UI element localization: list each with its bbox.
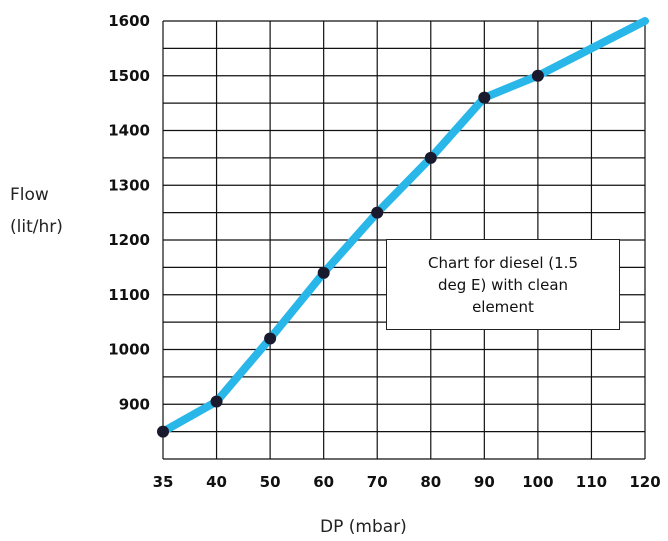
x-tick-label: 110 bbox=[576, 473, 607, 491]
y-tick-label: 1300 bbox=[108, 176, 150, 194]
y-tick-label: 1100 bbox=[108, 286, 150, 304]
x-tick-labels: 35 40 50 60 70 80 90 100 110 120 bbox=[153, 473, 661, 491]
x-tick-label: 120 bbox=[629, 473, 660, 491]
series-layer bbox=[159, 17, 649, 436]
y-tick-label: 1600 bbox=[108, 12, 150, 30]
x-axis-label: DP (mbar) bbox=[320, 517, 407, 537]
x-tick-label: 90 bbox=[474, 473, 495, 491]
annotation-text: Chart for diesel (1.5 deg E) with clean … bbox=[428, 253, 578, 316]
data-point bbox=[157, 425, 169, 438]
x-tick-label: 40 bbox=[206, 473, 227, 491]
data-point bbox=[424, 151, 437, 164]
marker-layer bbox=[157, 69, 544, 438]
x-tick-label: 100 bbox=[522, 473, 553, 491]
x-tick-label: 60 bbox=[313, 473, 334, 491]
x-tick-label: 50 bbox=[260, 473, 281, 491]
data-point bbox=[264, 332, 277, 345]
y-tick-label: 900 bbox=[119, 395, 150, 413]
data-point bbox=[210, 395, 223, 408]
x-tick-label: 35 bbox=[153, 473, 174, 491]
y-tick-label: 1400 bbox=[108, 122, 150, 140]
y-tick-label: 1200 bbox=[108, 231, 150, 249]
x-tick-label: 80 bbox=[420, 473, 441, 491]
y-tick-labels: 1600 1500 1400 1300 1200 1100 1000 900 bbox=[108, 12, 150, 413]
data-point bbox=[478, 91, 491, 104]
data-point bbox=[317, 266, 330, 279]
data-point bbox=[531, 69, 544, 82]
data-point bbox=[371, 206, 384, 219]
series-line bbox=[159, 17, 649, 436]
annotation-box: Chart for diesel (1.5 deg E) with clean … bbox=[386, 239, 620, 330]
y-axis-label-line2: (lit/hr) bbox=[10, 217, 63, 237]
x-tick-label: 70 bbox=[367, 473, 388, 491]
y-tick-label: 1000 bbox=[108, 341, 150, 359]
y-tick-label: 1500 bbox=[108, 67, 150, 85]
y-axis-label-line1: Flow bbox=[10, 185, 49, 205]
